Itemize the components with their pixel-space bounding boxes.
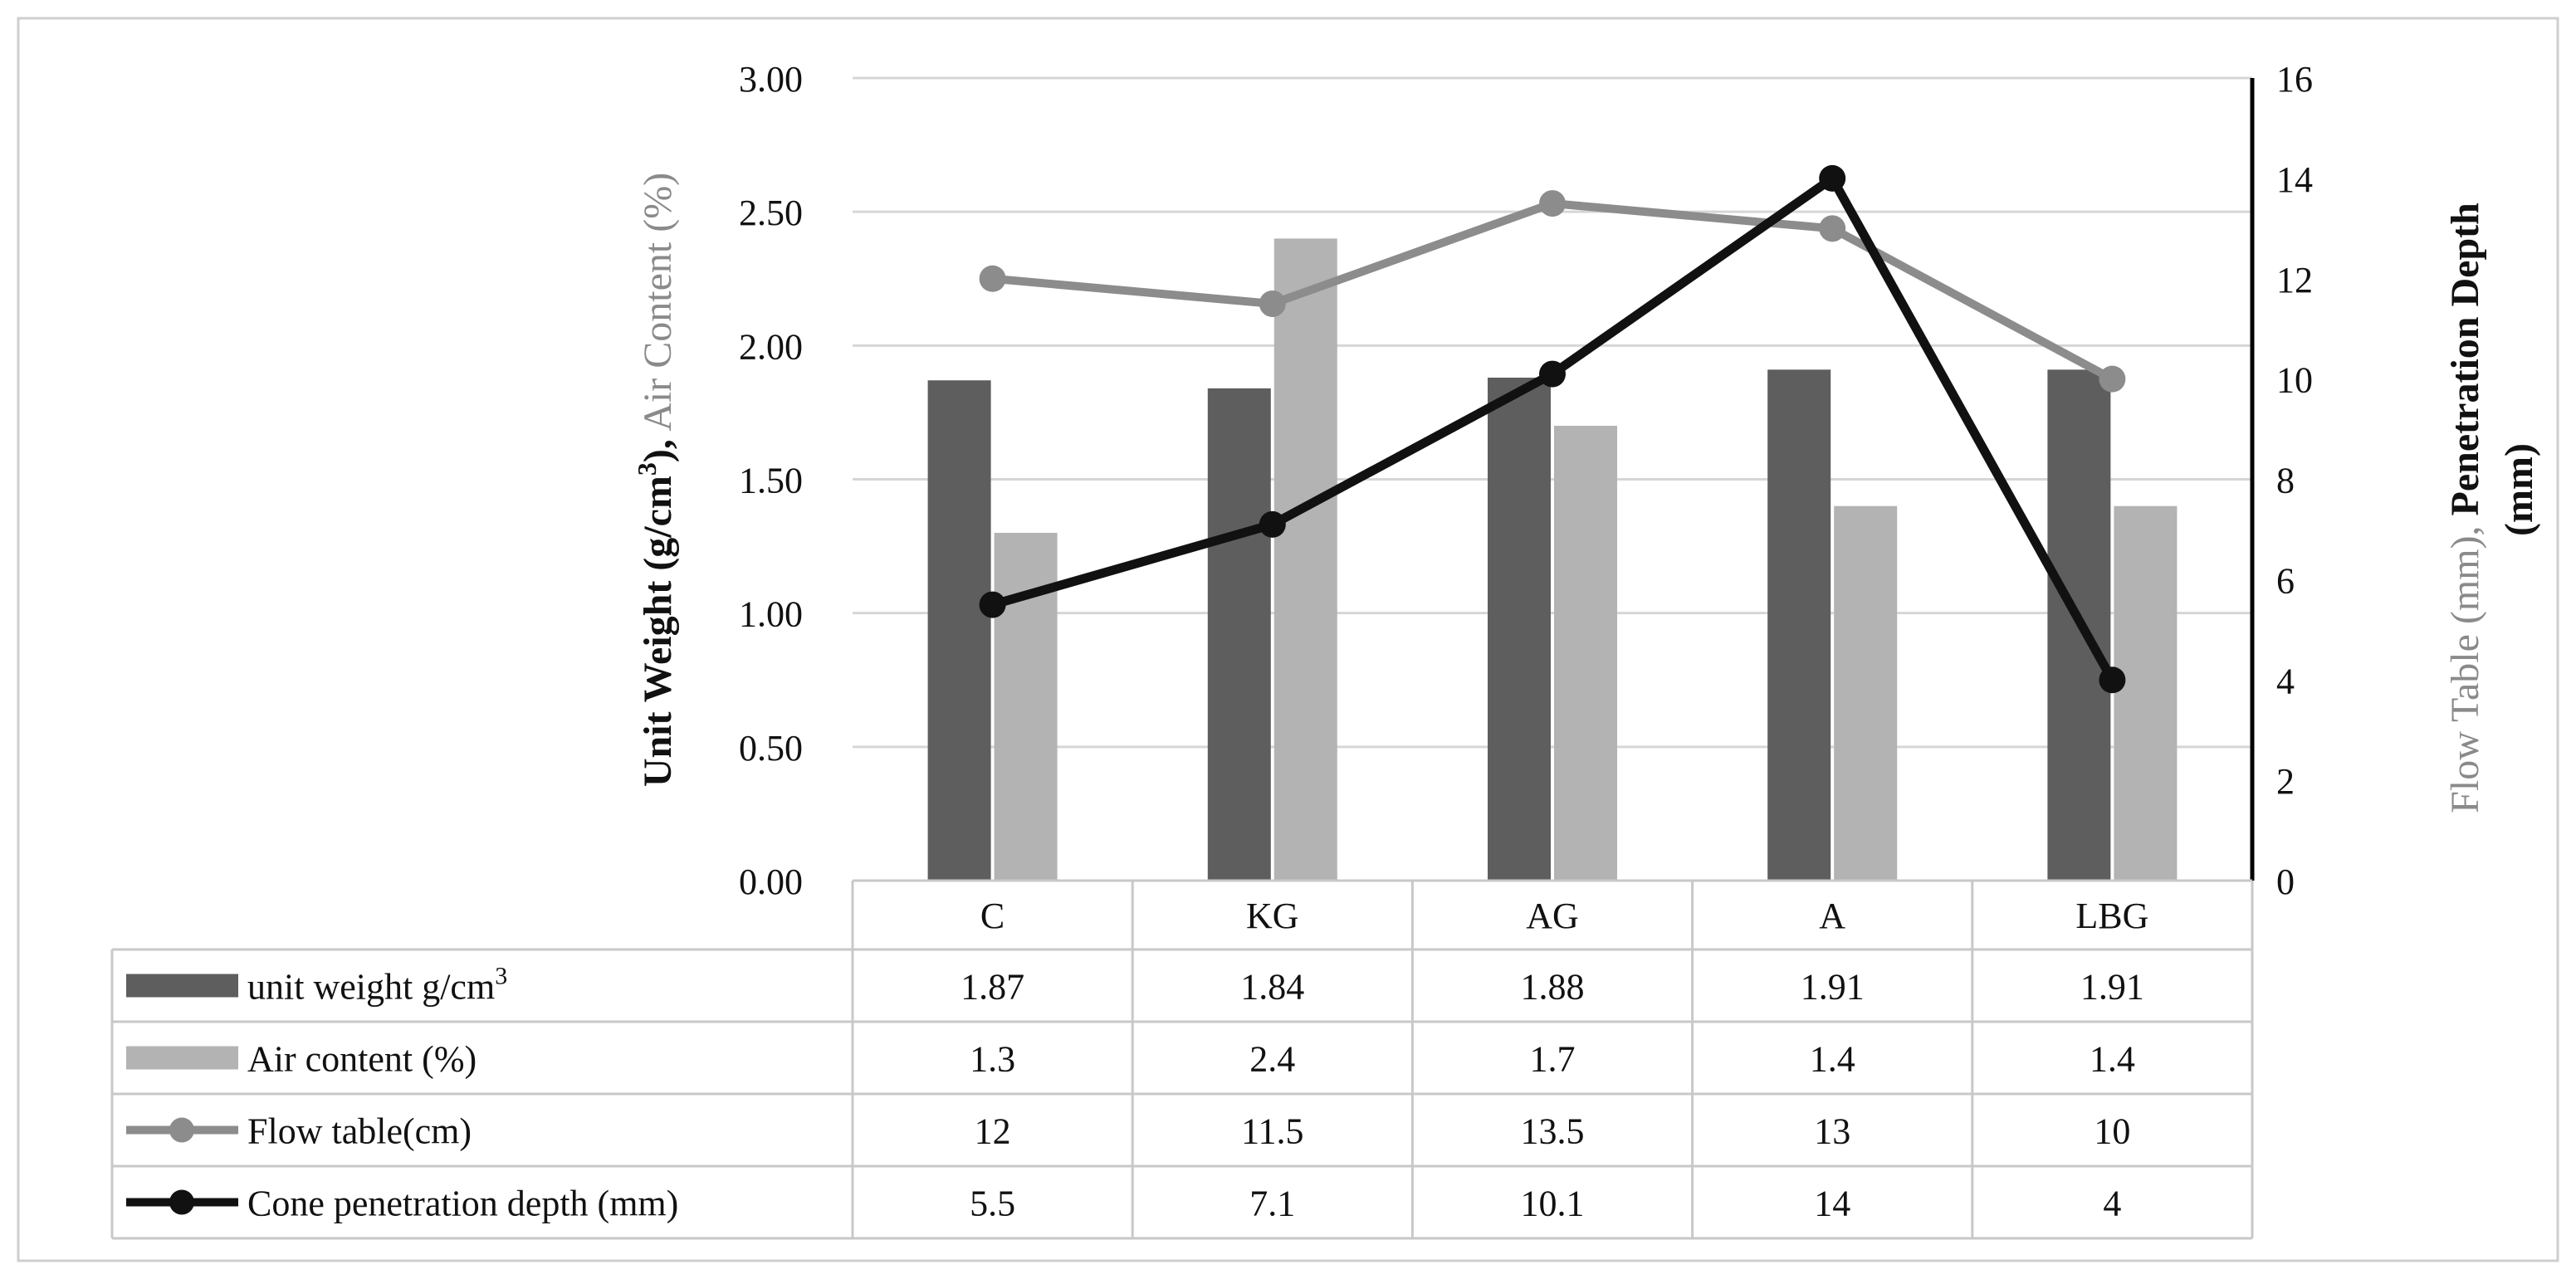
series-name: Flow table(cm) xyxy=(247,1111,472,1152)
series-name-superscript: 3 xyxy=(495,963,507,990)
left-axis-title-part: ), xyxy=(636,439,680,462)
point-cone-penetration xyxy=(1819,164,1846,192)
right-axis-title: Flow Table (mm), Penetration Depth xyxy=(2443,203,2487,813)
point-flow-table xyxy=(1539,190,1566,217)
right-axis-title-line-2: (mm) xyxy=(2497,443,2541,536)
table-value: 1.3 xyxy=(970,1039,1015,1080)
table-value: 7.1 xyxy=(1249,1184,1295,1224)
left-axis-tick-label: 0.50 xyxy=(739,728,803,769)
table-value: 1.91 xyxy=(2080,967,2144,1008)
bar-unit-weight xyxy=(927,380,991,881)
table-value: 1.84 xyxy=(1240,967,1304,1008)
right-axis-tick-label: 2 xyxy=(2276,761,2295,802)
right-axis-tick-label: 14 xyxy=(2276,159,2313,200)
left-axis-tick-label: 2.00 xyxy=(739,326,803,367)
right-axis-title-part: Flow Table (mm), xyxy=(2443,525,2487,813)
left-axis-tick-label: 1.50 xyxy=(739,461,803,501)
legend-key-air-content xyxy=(126,1046,238,1070)
axes: 0.00 0.50 1.00 1.50 2.00 2.50 3.00 0 2 4 6 8 10 12 14 1… xyxy=(739,59,2313,902)
left-axis-title-superscript: 3 xyxy=(632,462,662,476)
table-value: 13 xyxy=(1814,1111,1850,1152)
right-axis-tick-label: 16 xyxy=(2276,59,2313,100)
legend-key-marker-cone-penetration xyxy=(169,1189,194,1215)
right-axis-tick-label: 10 xyxy=(2276,360,2313,401)
category-label: A xyxy=(1819,896,1845,936)
point-flow-table xyxy=(1259,290,1286,317)
table-value: 4 xyxy=(2103,1184,2121,1224)
category-label: C xyxy=(980,896,1004,936)
table-value: 13.5 xyxy=(1521,1111,1585,1152)
bar-air-content xyxy=(2114,505,2178,881)
point-cone-penetration xyxy=(2099,666,2126,694)
axis-titles: Unit Weight (g/cm3), Air Content (%) Flow… xyxy=(632,173,2541,813)
series-name: Air content (%) xyxy=(247,1039,477,1080)
left-axis-tick-label: 0.00 xyxy=(739,862,803,902)
table-value: 11.5 xyxy=(1241,1111,1303,1152)
category-label: KG xyxy=(1246,896,1299,936)
category-label: AG xyxy=(1526,896,1579,936)
right-axis-tick-label: 12 xyxy=(2276,260,2313,300)
table-value: 1.88 xyxy=(1521,967,1585,1008)
table-value: 12 xyxy=(975,1111,1011,1152)
table-value: 1.87 xyxy=(961,967,1024,1008)
left-axis-title: Unit Weight (g/cm3), Air Content (%) xyxy=(632,173,680,787)
data-table: C KG AG A LBG unit weight g/cm3 1.87 1.84 1.88 1.… xyxy=(110,881,2254,1240)
series-name: unit weight g/cm3 xyxy=(247,963,507,1008)
table-value: 10 xyxy=(2094,1111,2130,1152)
table-value: 14 xyxy=(1814,1184,1850,1224)
series-name: Cone penetration depth (mm) xyxy=(247,1184,678,1224)
table-value: 1.4 xyxy=(1810,1039,1855,1080)
left-axis-tick-label: 2.50 xyxy=(739,193,803,233)
left-axis-tick-label: 3.00 xyxy=(739,59,803,100)
bar-unit-weight xyxy=(1488,378,1551,881)
point-cone-penetration xyxy=(1539,360,1566,388)
point-flow-table xyxy=(1819,215,1846,242)
point-flow-table xyxy=(2099,365,2126,393)
bar-air-content xyxy=(1554,426,1617,881)
right-axis-tick-label: 6 xyxy=(2276,560,2295,601)
bar-air-content xyxy=(1834,505,1898,881)
lines xyxy=(979,164,2126,694)
point-cone-penetration xyxy=(979,591,1006,618)
left-axis-tick-label: 1.00 xyxy=(739,594,803,635)
legend-key-unit-weight xyxy=(126,974,238,998)
bar-unit-weight xyxy=(1207,388,1271,881)
bars xyxy=(927,238,2178,881)
left-axis-title-part: Unit Weight (g/cm xyxy=(636,476,680,787)
category-label: LBG xyxy=(2075,896,2148,936)
bar-air-content xyxy=(1273,238,1337,881)
right-axis-tick-label: 0 xyxy=(2276,862,2295,902)
point-flow-table xyxy=(979,265,1006,292)
point-cone-penetration xyxy=(1259,510,1286,538)
table-value: 2.4 xyxy=(1249,1039,1295,1080)
table-value: 5.5 xyxy=(970,1184,1015,1224)
table-value: 10.1 xyxy=(1521,1184,1585,1224)
table-value: 1.7 xyxy=(1530,1039,1576,1080)
right-axis-tick-label: 4 xyxy=(2276,661,2295,701)
table-value: 1.4 xyxy=(2090,1039,2135,1080)
right-axis-tick-label: 8 xyxy=(2276,461,2295,501)
left-axis-title-part: Air Content (%) xyxy=(636,173,680,439)
right-axis-title-part: Penetration Depth xyxy=(2443,203,2487,525)
bar-unit-weight xyxy=(1767,369,1831,881)
table-value: 1.91 xyxy=(1801,967,1865,1008)
legend-key-marker-flow-table xyxy=(169,1117,194,1143)
